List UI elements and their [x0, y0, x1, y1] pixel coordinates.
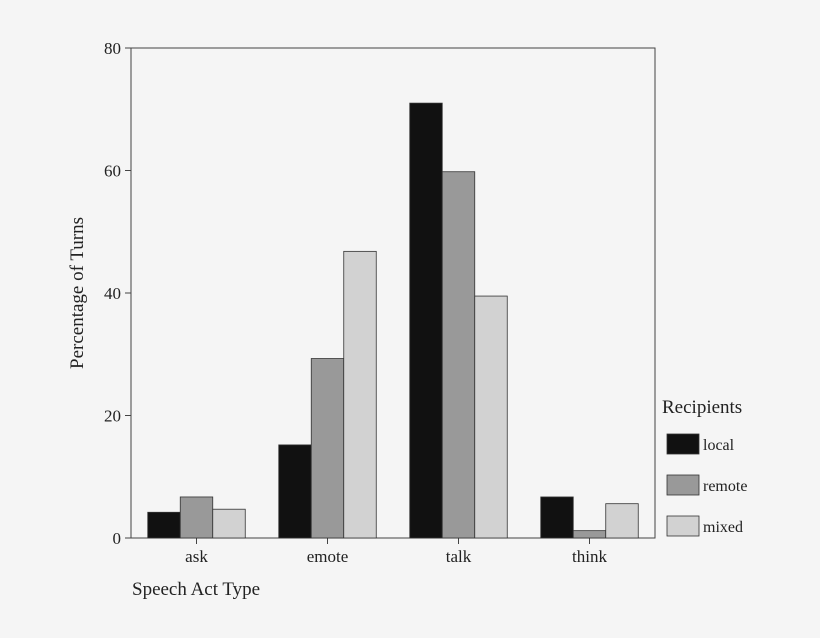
legend-swatch-remote: [666, 474, 700, 496]
y-tick-label: 20: [104, 407, 121, 426]
legend-label-mixed: mixed: [703, 519, 743, 536]
x-axis-label: Speech Act Type: [132, 579, 260, 600]
bar-remote-emote: [310, 358, 345, 539]
bar-mixed-talk: [474, 295, 508, 539]
x-tick-label-emote: emote: [307, 547, 349, 566]
legend-swatch-mixed: [666, 515, 700, 537]
y-tick-label: 0: [113, 529, 122, 548]
bar-remote-ask: [179, 496, 214, 539]
x-tick-label-think: think: [572, 547, 607, 566]
y-tick-label: 60: [104, 162, 121, 181]
bar-local-think: [540, 496, 574, 539]
y-tick-label: 80: [104, 39, 121, 58]
y-axis: 0 20 40 60 80: [104, 39, 131, 548]
legend-title: Recipients: [662, 397, 742, 418]
y-tick-label: 40: [104, 284, 121, 303]
bar-remote-talk: [441, 171, 476, 539]
bar-mixed-think: [605, 503, 639, 539]
bar-local-ask: [147, 511, 181, 539]
bar-local-emote: [278, 444, 312, 539]
y-axis-label: Percentage of Turns: [67, 217, 88, 369]
legend-swatch-local: [666, 433, 700, 455]
x-tick-label-talk: talk: [446, 547, 472, 566]
bar-mixed-emote: [343, 250, 377, 539]
plot-area: [130, 47, 656, 539]
bar-remote-think: [572, 530, 607, 539]
x-axis: ask emote talk think: [185, 538, 607, 566]
legend: local remote mixed: [666, 433, 747, 537]
legend-label-local: local: [703, 437, 735, 454]
bars: [147, 102, 639, 539]
bar-local-talk: [409, 102, 443, 539]
bar-mixed-ask: [212, 508, 246, 539]
x-tick-label-ask: ask: [185, 547, 208, 566]
legend-label-remote: remote: [703, 478, 747, 495]
